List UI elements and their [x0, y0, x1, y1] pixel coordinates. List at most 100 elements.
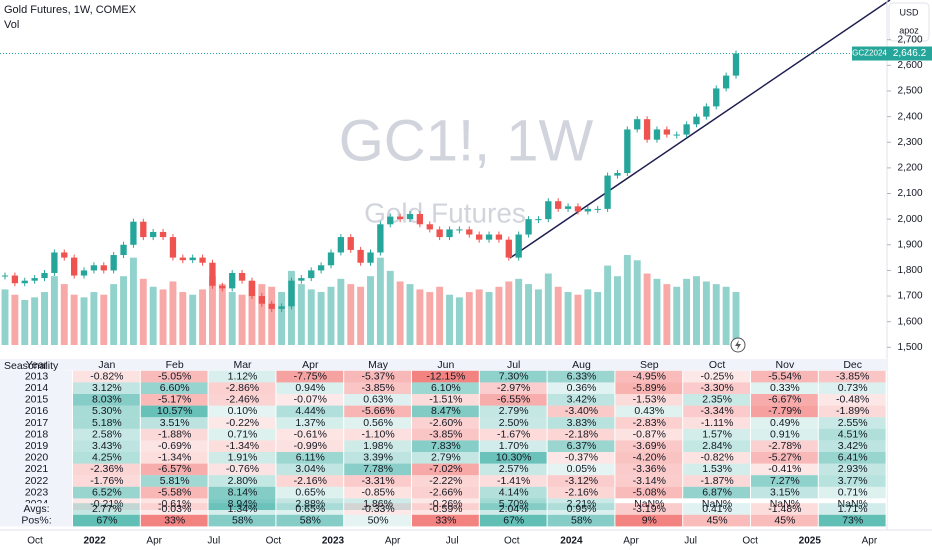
table-cell-text: 0.05%	[567, 463, 597, 475]
candle-body	[713, 88, 720, 107]
table-cell	[344, 514, 411, 527]
table-cell-text: 2014	[25, 382, 49, 394]
candle-body	[288, 280, 295, 307]
y-tick-label: 2,400	[897, 111, 922, 122]
table-cell	[344, 370, 411, 383]
volume-bar	[525, 284, 533, 345]
candle-body	[41, 272, 48, 279]
x-tick-label: Apr	[623, 536, 639, 547]
table-cell-text: 2.77%	[92, 503, 122, 515]
volume-bar	[663, 284, 671, 345]
table-cell-text: 2017	[25, 417, 49, 429]
volume-bar	[129, 257, 137, 345]
table-cell	[615, 405, 683, 418]
candle-body	[584, 208, 591, 212]
table-cell-text: 0.71%	[228, 428, 258, 440]
candle-body	[693, 116, 700, 125]
table-cell-text: -3.85%	[361, 382, 394, 394]
table-cell	[751, 503, 818, 515]
table-title: Seasonality	[4, 360, 59, 372]
table-cell-text: 2.55%	[838, 417, 868, 429]
table-cell-text: 8.47%	[431, 405, 461, 417]
candle-body	[327, 252, 335, 266]
table-cell-text: Avgs:	[23, 503, 49, 515]
table-cell-text: 2.50%	[499, 417, 529, 429]
table-cell	[73, 514, 140, 527]
table-cell	[276, 417, 344, 429]
table-cell-text: 0.33%	[770, 382, 800, 394]
table-cell-text: 2.84%	[702, 440, 732, 452]
table-cell	[547, 486, 615, 499]
table-cell-text: -0.76%	[226, 463, 259, 475]
table-cell-text: 67%	[503, 514, 524, 526]
candle-body	[308, 270, 315, 279]
table-cell	[547, 452, 615, 464]
table-cell-text: 0.10%	[228, 405, 258, 417]
volume-bar	[564, 292, 572, 345]
table-cell-text: -7.79%	[768, 405, 801, 417]
volume-bar	[544, 273, 552, 345]
table-cell-text: -1.88%	[158, 428, 191, 440]
table-cell	[73, 417, 140, 429]
table-cell-text: 7.27%	[770, 475, 800, 487]
table-cell	[615, 417, 683, 429]
table-cell	[479, 417, 547, 429]
table-cell	[140, 452, 208, 464]
table-cell-text: 2.79%	[431, 452, 461, 464]
table-cell-text: 3.77%	[838, 475, 868, 487]
table-cell	[751, 514, 818, 527]
table-cell	[140, 463, 208, 476]
table-cell	[818, 452, 886, 464]
table-cell-text: 45%	[707, 514, 728, 526]
table-cell-text: 2.79%	[499, 405, 529, 417]
table-cell	[751, 463, 818, 476]
table-cell-text: 5.18%	[92, 417, 122, 429]
table-cell	[615, 514, 683, 527]
table-header-bg	[0, 359, 887, 371]
table-cell	[547, 475, 615, 487]
volume-bar	[31, 297, 39, 345]
table-cell-text: -1.76%	[90, 475, 123, 487]
table-cell	[0, 475, 72, 487]
volume-bar	[248, 281, 256, 345]
table-cell-text: -2.78%	[768, 440, 801, 452]
table-cell	[344, 486, 411, 499]
table-cell-text: -0.85%	[361, 486, 394, 498]
table-cell-text: -3.34%	[700, 405, 733, 417]
table-cell	[73, 405, 140, 418]
table-cell-text: 58%	[300, 514, 321, 526]
table-cell-text: 3.42%	[567, 394, 597, 406]
y-tick-label: 2,000	[897, 214, 922, 225]
candle-body	[634, 119, 641, 130]
table-cell-text: -1.34%	[226, 440, 259, 452]
candle-body	[1, 275, 9, 277]
table-cell-text: -3.85%	[429, 428, 462, 440]
table-cell-text: 0.94%	[295, 382, 325, 394]
x-tick-label: Oct	[742, 536, 758, 547]
table-cell-text: -0.61%	[294, 428, 327, 440]
volume-bar	[268, 286, 276, 345]
table-cell	[140, 475, 208, 487]
volume-bar	[455, 297, 463, 345]
table-cell-text: -1.10%	[361, 428, 394, 440]
volume-bar	[386, 270, 394, 345]
table-cell-text: 50%	[368, 514, 389, 526]
volume-bar	[505, 281, 513, 345]
table-cell	[479, 382, 547, 394]
currency-box[interactable]	[888, 2, 930, 42]
table-cell-text: 3.39%	[363, 452, 393, 464]
volume-bar	[426, 292, 434, 345]
table-cell	[683, 514, 750, 527]
table-cell-text: 4.25%	[92, 452, 122, 464]
table-cell-text: NaN%	[634, 498, 664, 510]
table-cell	[0, 428, 72, 441]
candle-body	[624, 129, 631, 174]
candle-body	[298, 278, 305, 281]
table-cell-text: 73%	[842, 514, 863, 526]
table-cell	[615, 503, 683, 515]
table-cell-text: 7.78%	[363, 463, 393, 475]
table-cell-text: -4.95%	[633, 370, 666, 382]
table-cell-text: -5.37%	[361, 370, 394, 382]
table-cell-text: -0.59%	[429, 503, 462, 515]
